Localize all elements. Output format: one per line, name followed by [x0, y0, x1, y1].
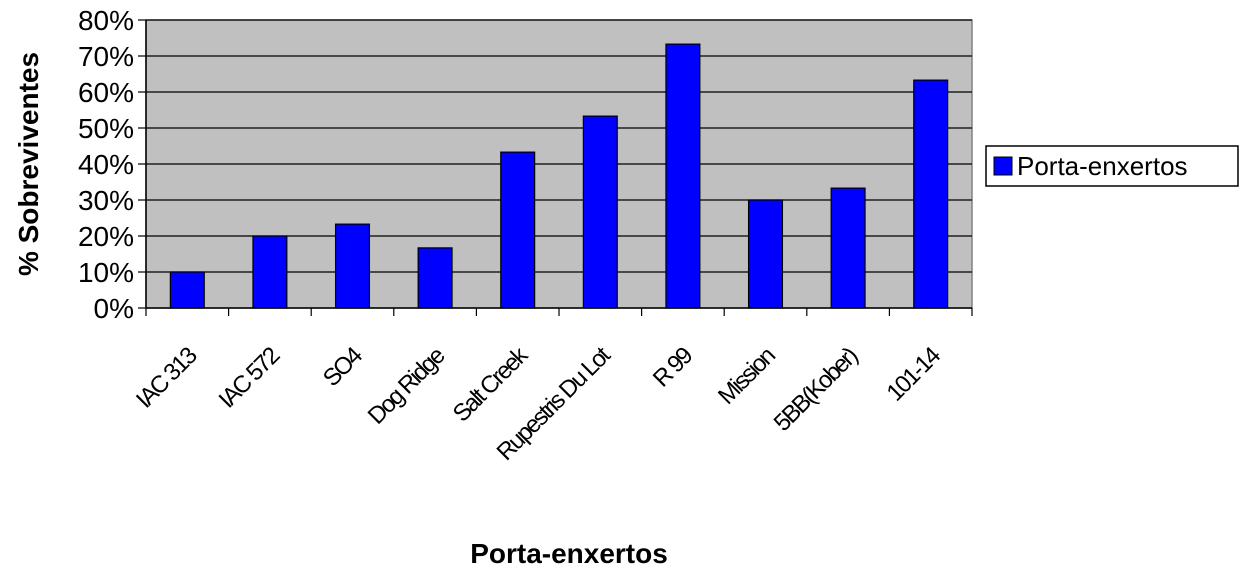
y-tick-label: 60% — [78, 77, 134, 108]
bar-5bb-kober- — [830, 187, 866, 309]
bar-mission — [747, 199, 784, 309]
bar-so4 — [334, 223, 371, 309]
axes — [138, 19, 973, 316]
x-tick-label: 101-14 — [881, 342, 946, 407]
x-tick-label: IAC 313 — [131, 342, 203, 414]
x-tick-label: Salt Creek — [448, 341, 534, 427]
y-tick-label: 50% — [78, 113, 134, 144]
x-axis-title: Porta-enxertos — [470, 538, 668, 569]
legend: Porta-enxertos — [985, 145, 1239, 187]
legend-box — [985, 145, 1239, 187]
y-tick-label: 30% — [78, 185, 134, 216]
bar-101-14 — [913, 79, 949, 309]
bars — [169, 43, 949, 309]
legend-label: Porta-enxertos — [1017, 151, 1188, 181]
y-tick-label: 20% — [78, 221, 134, 252]
y-tick-label: 10% — [78, 257, 134, 288]
bar-iac-572 — [252, 235, 288, 309]
bar-r-99 — [665, 43, 701, 309]
y-tick-label: 40% — [78, 149, 134, 180]
x-tick-label: Dog Ridge — [363, 342, 451, 430]
x-tick-label: IAC 572 — [214, 342, 286, 414]
y-tick-labels: 0% 10% 20% 30% 40% 50% 60% 70% 80% — [78, 5, 134, 324]
y-tick-label: 0% — [94, 293, 134, 324]
y-axis-title: % Sobreviventes — [13, 52, 44, 276]
x-tick-label: 5BB(Kober) — [769, 342, 863, 436]
x-tick-label: Mission — [713, 343, 780, 410]
bar-dog-ridge — [417, 247, 453, 309]
y-tick-label: 80% — [78, 5, 134, 36]
legend-swatch — [993, 156, 1013, 176]
x-tick-label: SO4 — [318, 342, 368, 392]
bar-iac-313 — [169, 271, 205, 309]
bar-salt-creek — [500, 151, 536, 309]
x-tick-label: R 99 — [648, 342, 698, 392]
bar-rupestris-du-lot — [582, 115, 618, 309]
y-tick-label: 70% — [78, 41, 134, 72]
